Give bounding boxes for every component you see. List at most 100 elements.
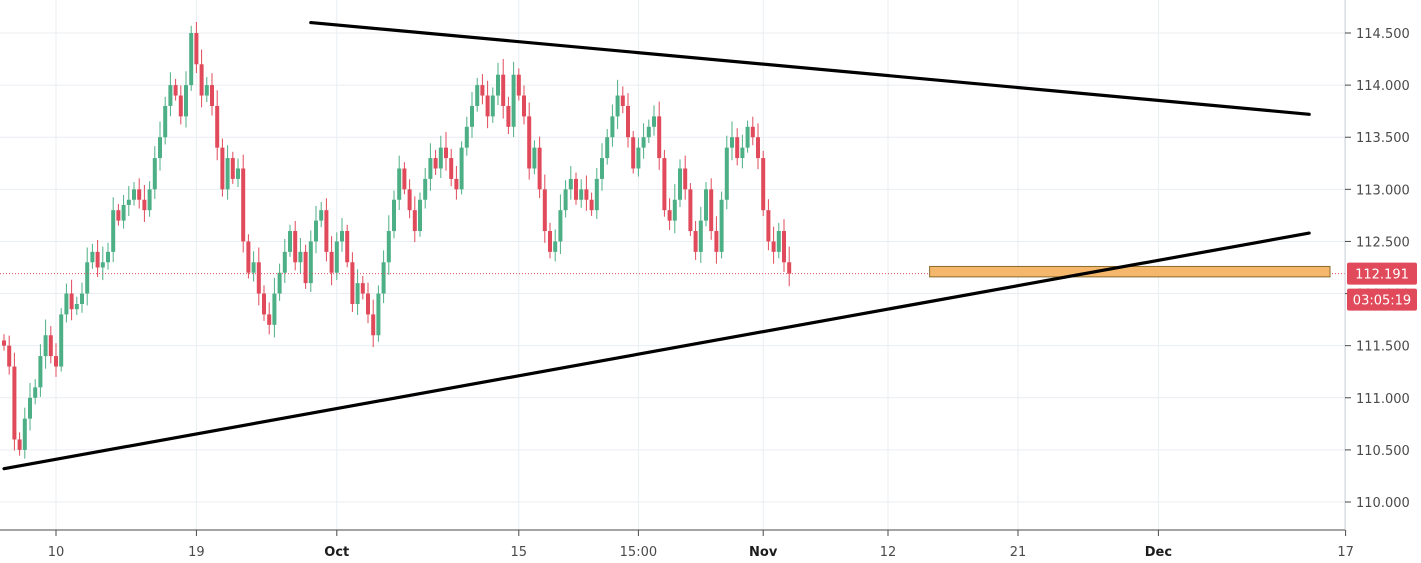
drawing-overlays xyxy=(0,20,1345,471)
candle-down xyxy=(626,105,630,138)
candle-down xyxy=(194,33,199,65)
candle-down xyxy=(402,168,407,190)
candle-down xyxy=(199,64,204,96)
candle-down xyxy=(662,158,667,211)
candle-down xyxy=(324,210,329,252)
candle-up xyxy=(459,147,464,190)
candle-up xyxy=(85,262,90,294)
candle-up xyxy=(641,137,646,148)
candle-up xyxy=(646,126,651,138)
candle-up xyxy=(308,241,313,284)
x-tick-label: Nov xyxy=(749,545,778,560)
candle-down xyxy=(303,251,308,284)
candle-down xyxy=(407,189,412,211)
candle-up xyxy=(464,126,469,148)
candle-down xyxy=(345,231,350,263)
candle-down xyxy=(584,189,589,200)
candle-up xyxy=(698,220,703,252)
candle-up xyxy=(423,178,428,200)
candle-up xyxy=(490,95,495,117)
last-price-badge xyxy=(1347,262,1417,285)
candle-down xyxy=(735,137,740,159)
candle-up xyxy=(282,251,287,273)
time-axis[interactable]: 10 19 Oct 15 15:00 Nov 12 21 Dec 17 xyxy=(48,530,1354,560)
candle-up xyxy=(740,147,745,159)
candle-down xyxy=(246,241,251,273)
y-tick-label: 111.000 xyxy=(1356,392,1410,407)
candle-up xyxy=(745,126,750,148)
candle-up xyxy=(288,231,292,252)
candle-up xyxy=(704,189,708,221)
candle-down xyxy=(501,74,506,106)
x-tick-label: 12 xyxy=(880,545,897,560)
candle-down xyxy=(433,158,438,169)
candle-down xyxy=(631,137,636,169)
candle-down xyxy=(485,95,490,117)
candle-up xyxy=(90,251,95,263)
candle-down xyxy=(210,85,214,106)
candle-down xyxy=(95,251,100,268)
candle-down xyxy=(548,231,552,252)
resistance-trendline xyxy=(309,20,1311,116)
candle-up xyxy=(184,85,188,117)
candle-up xyxy=(236,168,240,179)
candle-up xyxy=(475,85,480,106)
candle-down xyxy=(787,262,792,274)
candle-down xyxy=(178,95,183,117)
candle-down xyxy=(137,189,142,200)
candle-up xyxy=(418,199,422,232)
candle-up xyxy=(147,189,152,211)
candle-up xyxy=(605,137,610,159)
candle-up xyxy=(652,116,656,127)
candle-up xyxy=(189,33,194,86)
candle-down xyxy=(215,105,220,148)
candle-down xyxy=(756,137,760,159)
support-zone xyxy=(929,265,1331,278)
candle-up xyxy=(132,189,136,200)
price-badges: 112.191 03:05:19 xyxy=(1347,262,1417,311)
candle-up xyxy=(678,168,682,200)
candle-down xyxy=(142,199,147,211)
candle-up xyxy=(80,293,84,304)
candle-up xyxy=(152,158,157,190)
candle-down xyxy=(522,95,526,117)
candle-up xyxy=(272,293,277,325)
candle-up xyxy=(225,158,230,190)
last-price-label: 112.191 xyxy=(1355,268,1409,283)
candle-down xyxy=(267,314,272,325)
candle-up xyxy=(251,262,256,273)
candle-up xyxy=(376,293,381,336)
candle-down xyxy=(241,168,246,242)
x-tick-label: 17 xyxy=(1337,545,1354,560)
countdown-label: 03:05:19 xyxy=(1353,294,1411,309)
candle-up xyxy=(38,356,43,388)
candle-down xyxy=(667,210,672,221)
y-tick-label: 111.500 xyxy=(1356,340,1410,355)
candle-down xyxy=(48,335,53,357)
candle-down xyxy=(360,283,365,294)
candle-down xyxy=(293,231,298,263)
candle-down xyxy=(766,210,771,242)
candle-up xyxy=(100,262,105,268)
x-tick-label: 21 xyxy=(1010,545,1027,560)
candle-up xyxy=(355,283,360,304)
candle-down xyxy=(782,231,786,263)
candle-up xyxy=(563,189,568,211)
candle-down xyxy=(256,262,261,294)
candle-down xyxy=(17,439,22,450)
candle-up xyxy=(204,85,209,96)
candle-up xyxy=(600,158,604,179)
candle-up xyxy=(496,74,500,96)
candle-up xyxy=(386,231,391,263)
x-tick-label: 15:00 xyxy=(620,545,657,560)
candle-down xyxy=(220,147,225,190)
candle-down xyxy=(449,158,454,179)
candle-down xyxy=(262,293,266,315)
candle-down xyxy=(12,366,17,440)
candle-up xyxy=(532,147,537,169)
candle-down xyxy=(771,241,776,252)
candle-up xyxy=(158,137,162,159)
candle-up xyxy=(636,147,641,169)
candle-up xyxy=(298,251,303,263)
